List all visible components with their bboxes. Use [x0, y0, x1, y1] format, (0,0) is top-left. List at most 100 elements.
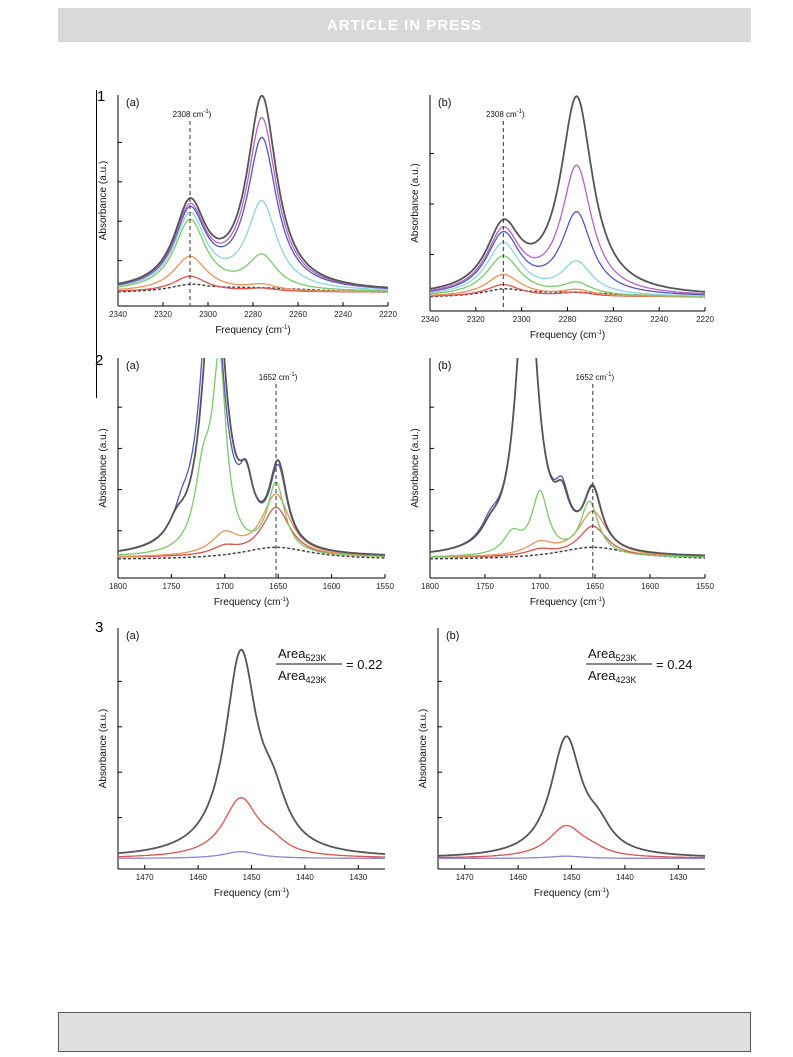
chart-panel-1a: 2340 2320 2300 2280 2260 2240 2220 Frequency (c… [98, 95, 397, 336]
x-axis-title-close: ) [286, 888, 289, 899]
spectrum-line-3 [118, 358, 385, 557]
y-axis-title: Absorbance (a.u.) [98, 161, 109, 241]
chart-panel-1b: 2340 2320 2300 2280 2260 2240 2220 Frequency (c… [410, 95, 714, 341]
chart-panel-2b: 1800 1750 1700 1650 1600 1550 Frequency (cm-1)… [410, 358, 714, 608]
x-tick-label: 1550 [376, 582, 394, 591]
peak-annotation-close: ) [522, 110, 525, 119]
x-tick-label: 2260 [289, 310, 307, 319]
ratio-numerator: Area523K [588, 646, 637, 663]
peak-annotation: 1652 cm-1) [575, 372, 614, 382]
spectrum-line-5 [118, 358, 385, 556]
x-axis-title: Frequency (cm-1) [214, 597, 289, 608]
x-tick-label: 2280 [244, 310, 262, 319]
peak-annotation-sup: -1 [203, 109, 209, 115]
x-tick-label: 1440 [616, 873, 634, 882]
peak-annotation: 1652 cm-1) [259, 372, 298, 382]
peak-annotation-close: ) [295, 373, 298, 382]
spectrum-line-7 [430, 95, 705, 293]
x-tick-label: 1450 [563, 873, 581, 882]
x-tick-label: 2240 [650, 315, 668, 324]
chart-panel-3b: 1470 1460 1450 1440 1430 Frequency (cm-1) Abso… [418, 628, 705, 899]
x-tick-label: 2220 [379, 310, 397, 319]
x-tick-label: 1440 [296, 873, 314, 882]
row-number-2: 2 [95, 352, 104, 369]
series-group [430, 95, 705, 298]
spectrum-line-1 [430, 525, 705, 558]
x-tick-label: 1800 [421, 582, 439, 591]
x-tick-label: 2300 [199, 310, 217, 319]
y-axis-title: Absorbance (a.u.) [98, 709, 109, 789]
ratio-value: = 0.24 [656, 657, 693, 672]
x-tick-label: 1430 [349, 873, 367, 882]
spectrum-line-5 [430, 211, 705, 296]
peak-annotation-sup: -1 [517, 109, 523, 115]
spectrum-line-3 [118, 218, 388, 292]
x-tick-label: 2340 [421, 315, 439, 324]
x-axis-title: Frequency (cm-1) [215, 325, 290, 336]
ratio-denominator-sub: 423K [305, 675, 326, 685]
chart-panel-3a: 1470 1460 1450 1440 1430 Frequency (cm-1) Abso… [98, 628, 385, 899]
spectrum-line-3 [430, 489, 705, 558]
series-group [438, 735, 705, 860]
x-tick-label: 1700 [531, 582, 549, 591]
x-axis-title-close: ) [606, 888, 609, 899]
spectrum-line-0 [118, 851, 385, 859]
x-tick-label: 1750 [163, 582, 181, 591]
y-axis-title: Absorbance (a.u.) [410, 163, 421, 243]
x-axis-title-close: ) [286, 597, 289, 608]
y-axis-title: Absorbance (a.u.) [410, 428, 421, 508]
x-tick-label: 1700 [216, 582, 234, 591]
x-tick-label: 2320 [467, 315, 485, 324]
x-tick-label: 2340 [109, 310, 127, 319]
peak-annotation-sup: -1 [289, 372, 295, 378]
x-tick-label: 1750 [476, 582, 494, 591]
footer-box [58, 1012, 751, 1052]
peak-annotation-close: ) [611, 373, 614, 382]
series-group [118, 358, 385, 560]
chart-panel-2a: 1800 1750 1700 1650 1600 1550 Frequency (cm-1)… [98, 358, 394, 608]
x-tick-label: 1650 [586, 582, 604, 591]
x-tick-label: 1430 [669, 873, 687, 882]
x-tick-label: 2280 [559, 315, 577, 324]
ratio-numerator: Area523K [278, 646, 327, 663]
x-tick-label: 1460 [509, 873, 527, 882]
x-axis-title-close: ) [602, 330, 605, 341]
x-axis-title: Frequency (cm-1) [534, 888, 609, 899]
x-axis-title-sup: -1 [281, 597, 287, 603]
spectrum-line-5 [118, 136, 388, 290]
spectrum-line-5 [430, 358, 705, 557]
spectrum-line-2 [430, 510, 705, 558]
ratio-denominator-sub: 423K [615, 675, 636, 685]
x-axis-title-close: ) [602, 597, 605, 608]
x-tick-label: 2320 [154, 310, 172, 319]
spectrum-line-6 [430, 164, 705, 295]
x-axis-title-sup: -1 [601, 888, 607, 894]
y-axis-title: Absorbance (a.u.) [418, 709, 429, 789]
x-tick-label: 1650 [269, 582, 287, 591]
panel-label: (b) [438, 97, 451, 109]
x-tick-label: 1600 [641, 582, 659, 591]
peak-annotation-close: ) [209, 110, 212, 119]
series-group [430, 358, 705, 560]
spectrum-line-4 [430, 241, 705, 297]
x-tick-label: 1470 [456, 873, 474, 882]
ratio-denominator: Area423K [278, 668, 327, 685]
ratio-numerator-sub: 523K [615, 653, 636, 663]
x-tick-label: 1600 [323, 582, 341, 591]
ratio-numerator-sub: 523K [305, 653, 326, 663]
spectrum-line-1 [118, 796, 385, 858]
left-margin-rule [96, 90, 97, 398]
ratio-denominator: Area423K [588, 668, 637, 685]
row-number-1: 1 [97, 88, 106, 105]
spectrum-line-1 [438, 824, 705, 859]
x-tick-label: 1800 [109, 582, 127, 591]
panel-label: (a) [126, 630, 139, 642]
peak-annotation-sup: -1 [606, 372, 612, 378]
panel-label: (b) [438, 360, 451, 372]
y-axis-title: Absorbance (a.u.) [98, 428, 109, 508]
spectrum-line-4 [118, 199, 388, 291]
x-tick-label: 2300 [513, 315, 531, 324]
x-tick-label: 1460 [189, 873, 207, 882]
panel-label: (b) [446, 630, 459, 642]
